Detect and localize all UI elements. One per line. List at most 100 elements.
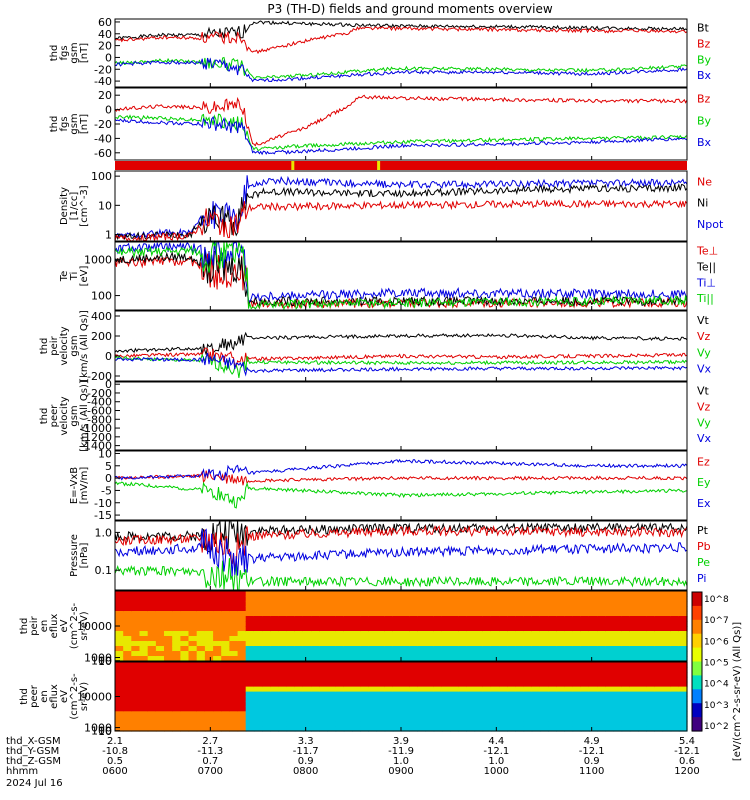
- spectrogram-cell: [343, 656, 353, 662]
- spectrogram-cell: [613, 686, 623, 693]
- spectrogram-cell: [115, 631, 124, 637]
- spectrogram-cell: [654, 666, 664, 673]
- spectrogram-cell: [646, 616, 655, 622]
- spectrogram-cell: [564, 596, 574, 602]
- spectrogram-cell: [270, 621, 280, 627]
- spectrogram-cell: [123, 721, 132, 727]
- spectrogram-cell: [343, 681, 353, 688]
- spectrogram-cell: [368, 706, 378, 712]
- spectrogram-cell: [213, 651, 222, 657]
- spectrogram-cell: [115, 601, 124, 607]
- spectrogram-cell: [466, 596, 476, 602]
- spectrogram-cell: [597, 641, 606, 647]
- spectrogram-cell: [564, 666, 574, 673]
- spectrogram-cell: [131, 601, 141, 607]
- spectrogram-cell: [343, 676, 353, 683]
- spectrogram-cell: [629, 621, 639, 627]
- spectrogram-cell: [401, 621, 410, 627]
- spectrogram-cell: [539, 666, 549, 673]
- spectrogram-cell: [368, 616, 378, 622]
- spectrogram-cell: [499, 596, 508, 602]
- spectrogram-cell: [548, 701, 557, 707]
- spectrogram-cell: [286, 691, 296, 698]
- spectrogram-cell: [490, 591, 500, 597]
- spectrogram-cell: [270, 656, 280, 662]
- spectrogram-cell: [343, 662, 353, 668]
- spectrogram-cell: [155, 662, 165, 668]
- spectrogram-cell: [425, 631, 435, 637]
- spectrogram-cell: [507, 686, 516, 693]
- spectrogram-cell: [294, 596, 304, 602]
- spectrogram-cell: [172, 601, 181, 607]
- colorbar-tick-label: 10^5: [704, 659, 729, 669]
- spectrogram-cell: [474, 616, 484, 622]
- spectrogram-cell: [515, 676, 525, 683]
- spectrogram-cell: [302, 601, 312, 607]
- spectrogram-cell: [221, 711, 230, 717]
- spectrogram-cell: [409, 636, 418, 642]
- spectrogram-cell: [401, 631, 410, 637]
- series-line-Ti⊥: [114, 241, 688, 303]
- spectrogram-cell: [164, 696, 173, 702]
- spectrogram-cell: [499, 621, 508, 627]
- spectrogram-cell: [556, 636, 566, 642]
- x-row-value: -11.3: [197, 746, 223, 757]
- legend-Bz: Bz: [697, 93, 711, 106]
- spectrogram-cell: [196, 666, 206, 673]
- spectrogram-cell: [155, 596, 165, 602]
- spectrogram-cell: [450, 606, 459, 612]
- spectrogram-cell: [131, 651, 141, 657]
- spectrogram-cell: [425, 676, 435, 683]
- spectrogram-cell: [352, 691, 361, 698]
- spectrogram-cell: [278, 626, 288, 632]
- spectrogram-cell: [417, 641, 427, 647]
- spectrogram-cell: [531, 711, 541, 717]
- spectrogram-cell: [188, 611, 198, 617]
- spectrogram-cell: [131, 726, 141, 732]
- spectrogram-cell: [221, 726, 230, 732]
- spectrogram-cell: [139, 656, 149, 662]
- spectrogram-cell: [466, 601, 476, 607]
- spectrogram-cell: [490, 596, 500, 602]
- spectrogram-cell: [523, 611, 533, 617]
- spectrogram-cell: [605, 726, 615, 732]
- spectrogram-cell: [327, 706, 337, 712]
- spectrogram-cell: [556, 666, 566, 673]
- spectrogram-cell: [458, 626, 467, 632]
- spectrogram-cell: [654, 726, 664, 732]
- spectrogram-cell: [286, 616, 296, 622]
- colorbar-tick-label: 10^6: [704, 637, 729, 647]
- spectrogram-cell: [670, 726, 680, 732]
- spectrogram-cell: [213, 656, 222, 662]
- mode-bar: [115, 161, 687, 170]
- spectrogram-cell: [311, 662, 320, 668]
- spectrogram-cell: [654, 626, 664, 632]
- spectrogram-cell: [115, 611, 124, 617]
- spectrogram-cell: [278, 611, 288, 617]
- y-label-line: thd: [19, 618, 30, 635]
- spectrogram-cell: [253, 651, 263, 657]
- spectrogram-cell: [311, 721, 320, 727]
- spectrogram-cell: [213, 616, 222, 622]
- spectrogram-cell: [678, 686, 688, 693]
- spectrogram-cell: [458, 641, 467, 647]
- spectrogram-cell: [392, 681, 402, 688]
- spectrogram-cell: [580, 601, 590, 607]
- spectrogram-cell: [139, 706, 149, 712]
- spectrogram-cell: [221, 676, 230, 683]
- spectrogram-cell: [253, 671, 263, 678]
- mode-bar-marker: [291, 161, 295, 170]
- spectrogram-cell: [564, 726, 574, 732]
- spectrogram-cell: [278, 701, 288, 707]
- spectrogram-cell: [327, 656, 337, 662]
- spectrogram-cell: [352, 621, 361, 627]
- spectrogram-cell: [221, 651, 230, 657]
- spectrogram-cell: [376, 611, 386, 617]
- spectrogram-cell: [474, 651, 484, 657]
- spectrogram-cell: [629, 601, 639, 607]
- spectrogram-cell: [466, 676, 476, 683]
- spectrogram-cell: [572, 601, 582, 607]
- spectrogram-cell: [629, 716, 639, 722]
- spectrogram-cell: [196, 662, 206, 668]
- spectrogram-cell: [425, 662, 435, 668]
